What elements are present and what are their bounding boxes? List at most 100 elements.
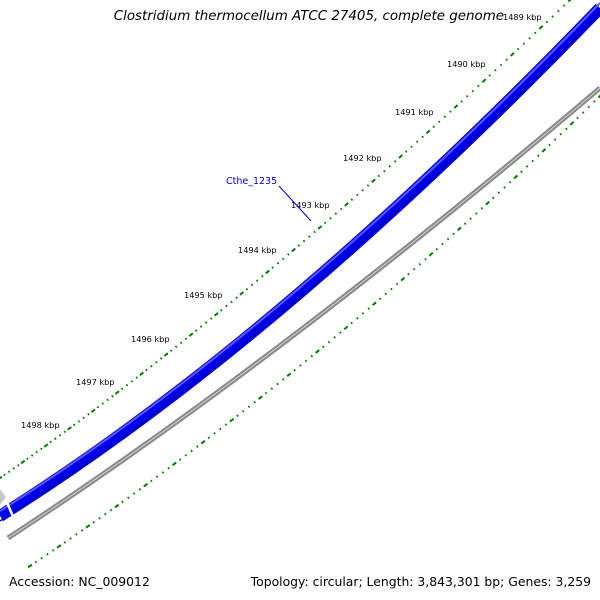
gc-track-tick [398, 154, 404, 159]
gc-track-tick [220, 308, 223, 312]
gc-track-tick [425, 129, 431, 135]
gc-track-tick [308, 235, 311, 238]
gc-track-tick [384, 292, 388, 296]
inner-gc-dots [0, 0, 572, 480]
gc-track-tick [109, 508, 113, 512]
gc-track-tick [114, 503, 120, 509]
gc-track-tick [7, 470, 11, 473]
gc-track-tick [12, 467, 15, 470]
gc-track-tick [293, 368, 296, 372]
gc-track-tick [92, 521, 95, 524]
gc-track-tick [510, 52, 515, 57]
gc-track-tick [26, 457, 29, 461]
gc-track-tick [371, 178, 376, 183]
gc-track-tick [69, 537, 72, 540]
gc-track-tick [366, 184, 370, 187]
gc-track-tick [51, 549, 55, 552]
gc-track-tick [477, 84, 480, 88]
gc-track-tick [35, 450, 38, 454]
gc-track-tick [505, 58, 508, 61]
scale-tick-label: 1496 kbp [131, 334, 170, 344]
cds-strand-arc [0, 3, 600, 522]
gc-track-tick [161, 471, 165, 474]
gc-track-tick [508, 180, 512, 184]
scale-tick-label: 1489 kbp [503, 12, 542, 22]
gc-track-tick [378, 297, 382, 301]
gc-track-tick [531, 159, 534, 163]
gc-track-tick [465, 95, 469, 98]
gc-track-tick [213, 312, 219, 317]
gc-track-tick [213, 432, 216, 435]
gc-track-tick [40, 447, 43, 451]
gc-track-tick [453, 104, 459, 109]
gc-track-tick [63, 430, 67, 434]
gc-track-tick [538, 25, 544, 30]
gc-track-tick [339, 207, 343, 211]
gc-track-tick [485, 200, 490, 206]
gc-track-tick [43, 443, 49, 448]
gc-track-tick [261, 275, 264, 278]
gc-track-tick [383, 169, 386, 173]
gc-track-tick [469, 217, 472, 220]
gc-track-tick [449, 110, 452, 113]
gc-track-tick [58, 433, 62, 437]
gc-track-tick [452, 232, 455, 236]
gc-track-tick [75, 533, 78, 536]
gc-track-tick [72, 423, 76, 427]
gc-track-tick [432, 125, 435, 129]
gc-track-tick [40, 556, 43, 560]
gc-track-tick [537, 154, 540, 158]
gc-track-tick [85, 524, 91, 529]
gc-track-tick [17, 463, 20, 467]
gc-track-tick [245, 287, 249, 291]
gc-track-tick [96, 405, 100, 409]
gc-track-tick [581, 111, 585, 114]
accession-label: Accession: NC_009012 [9, 574, 150, 589]
gc-track-tick [127, 496, 130, 499]
gc-track-tick [190, 449, 193, 453]
gc-track-tick [54, 437, 57, 440]
gc-track-tick [114, 390, 120, 395]
gc-track-tick [404, 150, 408, 153]
scale-tick-label: 1493 kbp [291, 200, 330, 210]
gc-track-tick [551, 15, 554, 18]
gc-track-tick [167, 466, 170, 470]
gc-track-tick [139, 371, 144, 376]
gc-track-tick [350, 198, 354, 201]
scale-tick-label: 1490 kbp [447, 59, 486, 69]
gc-track-tick [516, 47, 520, 51]
gc-track-tick [323, 221, 327, 225]
gc-track-tick [179, 341, 183, 345]
gc-track-tick [67, 426, 72, 431]
scale-tick-label: 1494 kbp [238, 245, 277, 255]
gc-track-tick [315, 349, 320, 354]
gc-track-tick [393, 160, 397, 163]
gc-track-tick [441, 242, 444, 246]
scale-tick-label: 1495 kbp [184, 290, 223, 300]
gc-track-tick [155, 475, 159, 478]
gc-track-tick [400, 276, 406, 282]
scale-tick-label: 1497 kbp [76, 377, 115, 387]
gc-track-tick [287, 253, 290, 256]
gc-track-tick [350, 321, 353, 325]
gc-track-tick [428, 251, 434, 257]
gc-track-tick [443, 115, 447, 118]
grey-feature [0, 489, 6, 505]
gc-track-tick [138, 488, 142, 491]
gc-track-tick [101, 402, 105, 405]
gc-track-tick [302, 239, 306, 243]
gc-track-tick [282, 378, 285, 381]
scale-tick-label: 1492 kbp [343, 153, 382, 163]
gc-track-tick [235, 296, 238, 299]
map-title: Clostridium thermocellum ATCC 27405, com… [113, 9, 504, 24]
gc-track-tick [557, 9, 560, 13]
gc-track-tick [372, 301, 377, 306]
genome-summary: Topology: circular; Length: 3,843,301 bp… [250, 574, 591, 589]
gc-track-tick [34, 560, 38, 564]
gc-track-tick [499, 63, 503, 67]
gc-track-tick [188, 332, 194, 337]
gc-track-tick [541, 148, 547, 153]
gene-label-cthe-1235[interactable]: Cthe_1235 [226, 176, 277, 187]
gc-track-tick [356, 316, 359, 320]
gc-track-tick [317, 225, 323, 230]
